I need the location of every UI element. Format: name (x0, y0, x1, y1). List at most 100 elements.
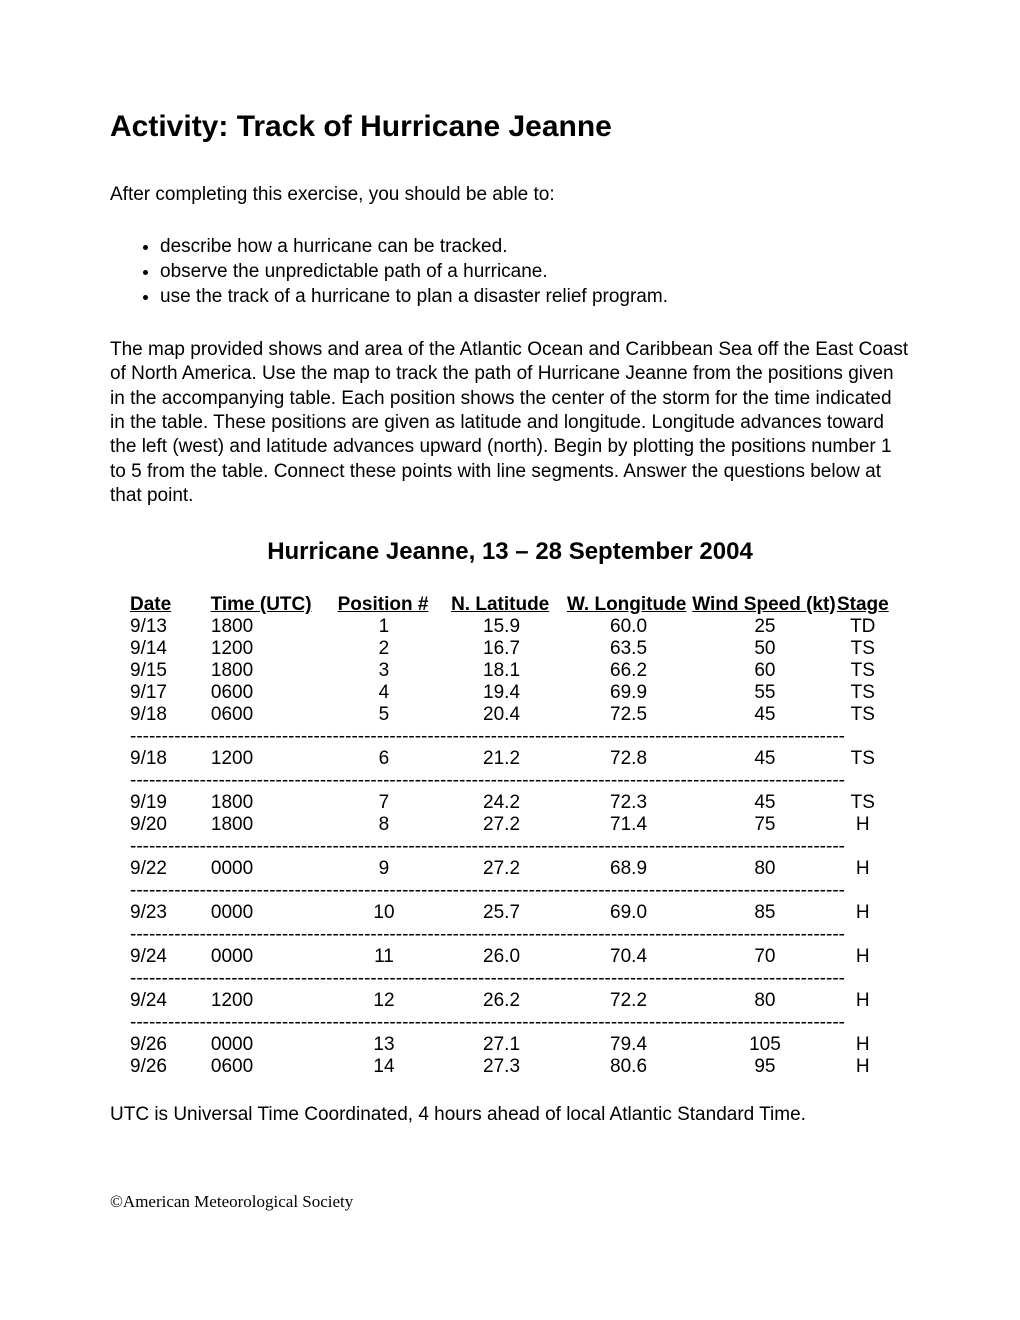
table-cell: 0600 (211, 682, 328, 704)
table-cell: 10 (328, 902, 441, 924)
table-cell: 1200 (211, 748, 328, 770)
table-cell: 72.5 (563, 704, 695, 726)
table-row: 9/181200621.272.845TS (130, 748, 890, 770)
col-header: W. Longitude (561, 594, 692, 616)
divider: ----------------------------------------… (130, 924, 890, 946)
table-cell: 0000 (211, 902, 328, 924)
table-cell: 25 (694, 616, 835, 638)
list-item: use the track of a hurricane to plan a d… (160, 286, 910, 308)
table-cell: 4 (328, 682, 441, 704)
table-cell: 27.2 (440, 814, 562, 836)
table-cell: 63.5 (563, 638, 695, 660)
table-cell: 9/19 (130, 792, 211, 814)
table-row: 9/201800827.271.475H (130, 814, 890, 836)
col-header: Wind Speed (kt) (692, 594, 835, 616)
table-cell: TS (835, 660, 890, 682)
table-row: 9/2600001327.179.4105H (130, 1034, 890, 1056)
table-cell: 14 (328, 1056, 441, 1078)
table-row: 9/180600520.472.545TS (130, 704, 890, 726)
instructions-paragraph: The map provided shows and area of the A… (110, 338, 910, 508)
table-cell: 95 (694, 1056, 835, 1078)
table-cell: 1800 (211, 792, 328, 814)
table-cell: 45 (694, 748, 835, 770)
table-cell: 0000 (211, 1034, 328, 1056)
table-cell: 75 (694, 814, 835, 836)
table-cell: 0600 (211, 704, 328, 726)
col-header: N. Latitude (439, 594, 561, 616)
table-row: 9/2300001025.769.085H (130, 902, 890, 924)
list-item: describe how a hurricane can be tracked. (160, 236, 910, 258)
table-cell: 0000 (211, 858, 328, 880)
table-cell: 1800 (211, 814, 328, 836)
table-cell: 21.2 (440, 748, 562, 770)
table-cell: 80 (694, 858, 835, 880)
table-cell: 70 (694, 946, 835, 968)
table-cell: 5 (328, 704, 441, 726)
table-cell: H (835, 902, 890, 924)
divider: ----------------------------------------… (130, 726, 890, 748)
table-cell: 71.4 (563, 814, 695, 836)
table-cell: TD (835, 616, 890, 638)
table-cell: 27.3 (440, 1056, 562, 1078)
footnote: UTC is Universal Time Coordinated, 4 hou… (110, 1104, 910, 1126)
table-cell: 9/26 (130, 1056, 211, 1078)
table-cell: 9/14 (130, 638, 211, 660)
table-row: 9/151800318.166.260TS (130, 660, 890, 682)
col-header: Position # (327, 594, 439, 616)
table-cell: 80 (694, 990, 835, 1012)
table-cell: 1200 (211, 990, 328, 1012)
table-cell: 9/17 (130, 682, 211, 704)
table-cell: 24.2 (440, 792, 562, 814)
table-cell: 27.1 (440, 1034, 562, 1056)
col-header: Date (130, 594, 211, 616)
divider: ----------------------------------------… (130, 1012, 890, 1034)
table-cell: 13 (328, 1034, 441, 1056)
table-cell: 105 (694, 1034, 835, 1056)
table-cell: 8 (328, 814, 441, 836)
table-cell: 25.7 (440, 902, 562, 924)
page-title: Activity: Track of Hurricane Jeanne (110, 110, 910, 144)
table-title: Hurricane Jeanne, 13 – 28 September 2004 (110, 538, 910, 566)
table-cell: 68.9 (563, 858, 695, 880)
table-cell: 9 (328, 858, 441, 880)
table-cell: 9/22 (130, 858, 211, 880)
table-cell: 3 (328, 660, 441, 682)
table-cell: 2 (328, 638, 441, 660)
table-cell: 6 (328, 748, 441, 770)
table-cell: TS (835, 748, 890, 770)
table-cell: H (835, 1056, 890, 1078)
copyright: ©American Meteorological Society (110, 1192, 353, 1212)
table-cell: 19.4 (440, 682, 562, 704)
table-row: 9/141200216.763.550TS (130, 638, 890, 660)
table-cell: 9/18 (130, 704, 211, 726)
table-cell: 9/24 (130, 946, 211, 968)
table-cell: 26.0 (440, 946, 562, 968)
table-row: 9/220000927.268.980H (130, 858, 890, 880)
table-cell: 1800 (211, 616, 328, 638)
table-row: 9/2412001226.272.280H (130, 990, 890, 1012)
table-cell: 9/18 (130, 748, 211, 770)
table-cell: 45 (694, 792, 835, 814)
divider: ----------------------------------------… (130, 770, 890, 792)
table-cell: 7 (328, 792, 441, 814)
table-cell: 85 (694, 902, 835, 924)
table-row: 9/191800724.272.345TS (130, 792, 890, 814)
table-cell: 26.2 (440, 990, 562, 1012)
table-cell: 60 (694, 660, 835, 682)
table-cell: 0600 (211, 1056, 328, 1078)
table-cell: 9/15 (130, 660, 211, 682)
table-row: 9/2606001427.380.695H (130, 1056, 890, 1078)
table-cell: H (835, 814, 890, 836)
table-cell: TS (835, 704, 890, 726)
table-cell: 79.4 (563, 1034, 695, 1056)
table-cell: 70.4 (563, 946, 695, 968)
table-cell: 9/20 (130, 814, 211, 836)
divider: ----------------------------------------… (130, 836, 890, 858)
table-cell: H (835, 1034, 890, 1056)
table-cell: 9/24 (130, 990, 211, 1012)
table-cell: 45 (694, 704, 835, 726)
intro-text: After completing this exercise, you shou… (110, 184, 910, 206)
table-cell: 72.2 (563, 990, 695, 1012)
table-cell: 60.0 (563, 616, 695, 638)
table-cell: 72.3 (563, 792, 695, 814)
